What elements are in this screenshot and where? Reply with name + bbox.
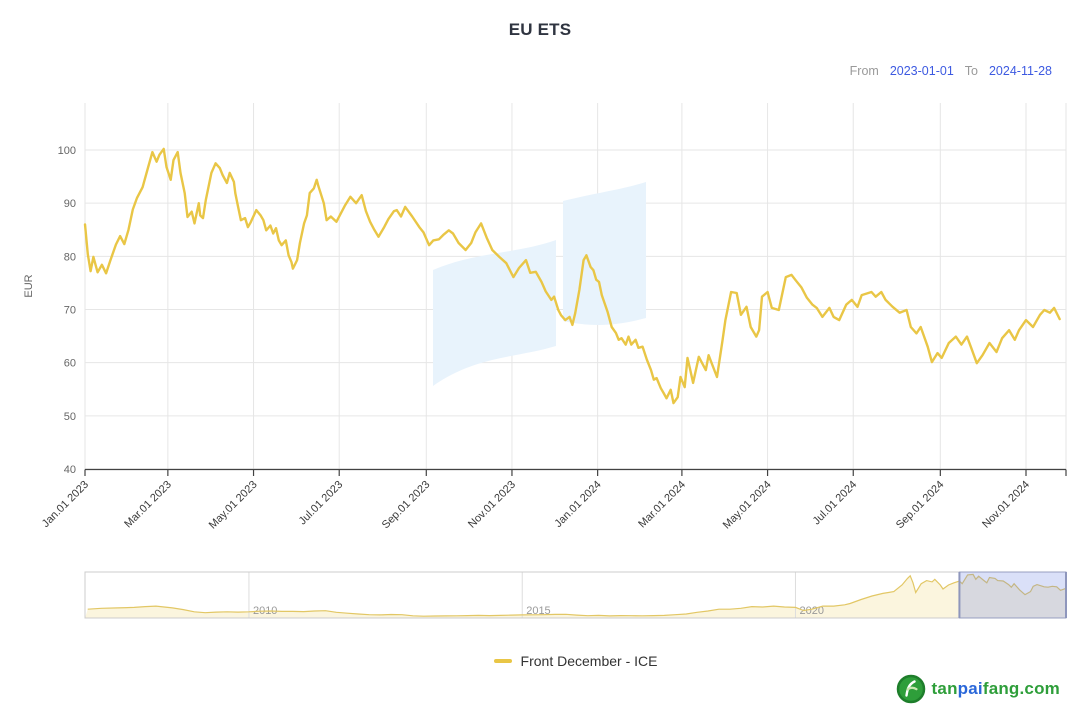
site-watermark-text: tanpaifang.com (932, 679, 1060, 699)
to-label: To (964, 64, 978, 78)
brand-part-fang: fang.com (982, 679, 1060, 698)
background-watermark-shapes (433, 182, 646, 386)
navigator-line (87, 573, 1067, 617)
y-axis-tick-label: 70 (64, 305, 76, 317)
chart-title: EU ETS (508, 20, 572, 39)
x-axis: Jan.01 2023 Mar.01 2023 May.01 2023 Jul.01 … (40, 468, 1067, 532)
legend-series-label: Front December - ICE (520, 653, 658, 669)
from-date-input[interactable]: 2023-01-01 (889, 64, 954, 78)
x-axis-tick-label: Mar.01 2023 (122, 479, 174, 531)
y-axis: 40 50 60 70 80 90 100 EUR (23, 145, 76, 476)
legend-line-swatch (493, 659, 512, 663)
x-axis-tick-label: Mar.01 2024 (636, 479, 688, 531)
tanpaifang-logo-icon (896, 674, 925, 704)
navigator[interactable]: 2010 2015 2020 (84, 571, 1067, 619)
x-axis-tick-label: Jan.01 2023 (40, 479, 91, 530)
x-axis-tick-label: Nov.01 2023 (466, 479, 518, 531)
x-axis-tick-label: Jan.01 2024 (552, 479, 603, 530)
to-date-input[interactable]: 2024-11-28 (988, 64, 1052, 78)
x-axis-tick-label: Nov.01 2024 (980, 479, 1032, 531)
y-axis-tick-label: 100 (58, 145, 76, 157)
date-range-selector: From 2023-01-01 To 2024-11-28 (850, 64, 1052, 78)
x-axis-tick-label: Jul.01 2023 (297, 479, 346, 528)
x-axis-tick-label: Sep.01 2024 (894, 479, 947, 532)
brand-part-pai: pai (957, 679, 983, 698)
x-axis-tick-label: Jul.01 2024 (811, 479, 860, 528)
price-line (83, 147, 1061, 405)
y-axis-tick-label: 80 (64, 251, 76, 263)
y-axis-title: EUR (23, 274, 35, 297)
navigator-year-label: 2015 (526, 605, 550, 617)
x-axis-tick-label: May.01 2023 (207, 479, 260, 532)
x-axis-tick-label: Sep.01 2023 (380, 479, 433, 532)
legend[interactable]: Front December - ICE (85, 653, 1066, 669)
price-chart-svg: Jan.01 2023 Mar.01 2023 May.01 2023 Jul.01 … (23, 103, 1067, 619)
x-axis-tick-label: May.01 2024 (721, 479, 774, 532)
site-watermark: tanpaifang.com (896, 674, 1060, 704)
from-label: From (849, 64, 879, 78)
y-axis-tick-label: 60 (64, 358, 76, 370)
y-axis-tick-label: 90 (64, 198, 76, 210)
y-axis-tick-label: 40 (64, 464, 76, 476)
brand-part-tan: tan (931, 679, 958, 698)
navigator-selected-range[interactable] (959, 571, 1067, 619)
y-axis-tick-label: 50 (64, 411, 76, 423)
